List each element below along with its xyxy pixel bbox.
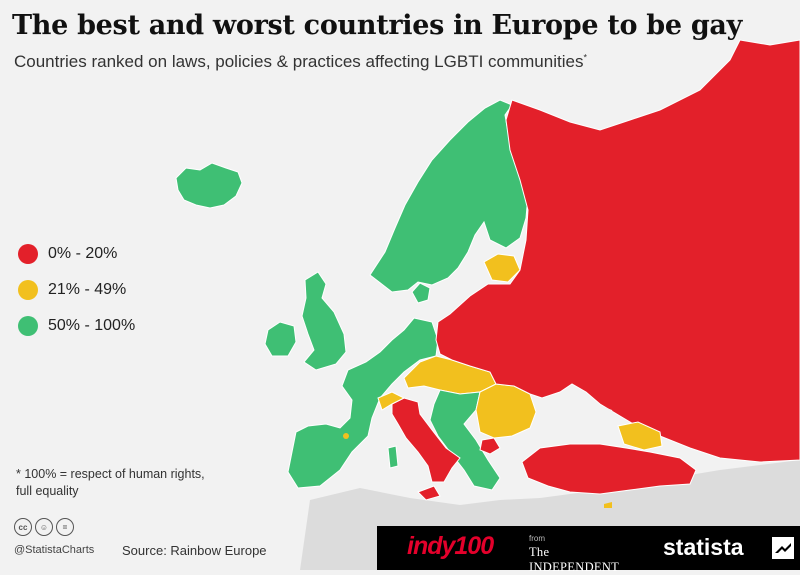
country-denmark xyxy=(411,282,431,304)
page-subtitle: Countries ranked on laws, policies & pra… xyxy=(14,52,587,72)
indy100-banner: indy100 from The INDEPENDENT xyxy=(377,526,627,574)
country-eastern-europe-red xyxy=(435,39,800,463)
subtitle-text: Countries ranked on laws, policies & pra… xyxy=(14,52,584,71)
statista-banner xyxy=(627,526,800,570)
country-turkey xyxy=(521,443,697,495)
map-legend: 0% - 20% 21% - 49% 50% - 100% xyxy=(18,236,135,344)
country-ireland xyxy=(264,321,297,357)
cc-icon: cc xyxy=(14,518,32,536)
license-icons: cc ☺ = xyxy=(14,518,74,536)
black-sea xyxy=(540,398,620,440)
country-switzerland xyxy=(377,391,406,411)
footnote: * 100% = respect of human rights, full e… xyxy=(16,467,205,498)
statista-handle: @StatistaCharts xyxy=(14,544,95,556)
country-western-europe xyxy=(287,317,439,489)
legend-item-green: 50% - 100% xyxy=(18,308,135,344)
nd-icon: = xyxy=(56,518,74,536)
legend-item-yellow: 21% - 49% xyxy=(18,272,135,308)
legend-dot-yellow xyxy=(18,280,38,300)
source-text: Source: Rainbow Europe xyxy=(122,543,267,558)
country-sardinia xyxy=(387,445,399,469)
country-malta xyxy=(343,433,349,439)
independent-logo: The INDEPENDENT xyxy=(529,545,620,574)
by-icon: ☺ xyxy=(35,518,53,536)
country-italy xyxy=(391,397,461,483)
country-sicily xyxy=(417,485,441,501)
country-uk xyxy=(301,271,347,371)
legend-dot-green xyxy=(18,316,38,336)
indy100-logo: indy100 xyxy=(407,532,494,560)
from-label: from xyxy=(529,534,545,543)
statista-mark-icon xyxy=(772,537,794,559)
country-cyprus xyxy=(604,502,612,508)
country-caucasus-yellow xyxy=(617,421,663,451)
page-title: The best and worst countries in Europe t… xyxy=(12,10,743,41)
legend-label-yellow: 21% - 49% xyxy=(48,281,127,298)
branding-bar: indy100 from The INDEPENDENT statista xyxy=(377,526,800,574)
legend-label-green: 50% - 100% xyxy=(48,317,136,334)
subtitle-footnote-mark: * xyxy=(583,52,587,63)
legend-label-red: 0% - 20% xyxy=(48,245,118,262)
legend-item-red: 0% - 20% xyxy=(18,236,135,272)
country-macedonia xyxy=(479,437,501,455)
country-iceland xyxy=(175,162,243,209)
legend-dot-red xyxy=(18,244,38,264)
statista-logo: statista xyxy=(663,534,744,560)
